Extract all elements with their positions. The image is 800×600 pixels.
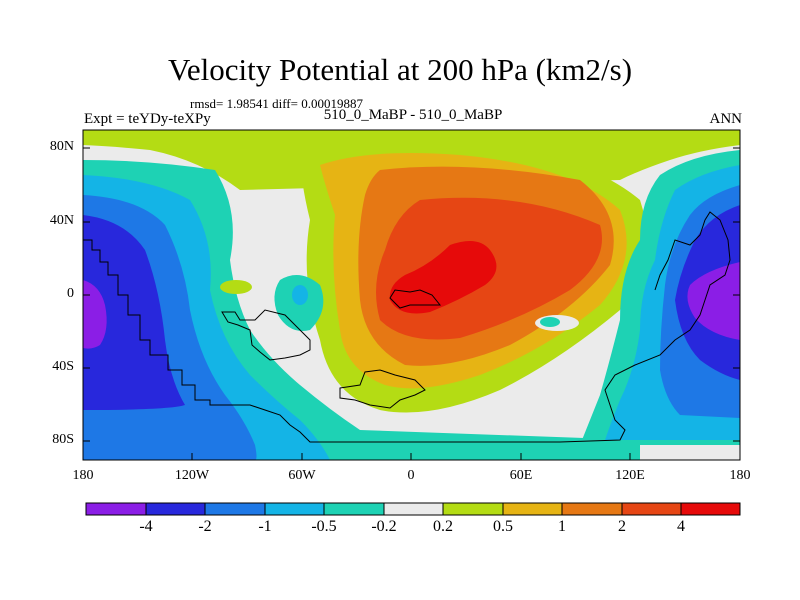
y-tick-label: 0 [67, 286, 74, 301]
colorbar-label: 0.5 [493, 518, 513, 535]
x-tick-label: 180 [72, 468, 94, 483]
coastline-south-east [83, 211, 731, 443]
colorbar-label: 2 [618, 518, 626, 535]
stats-text: rmsd= 1.98541 diff= 0.00019887 [190, 96, 363, 111]
axis-ticks [82, 147, 741, 460]
y-tick-label: 40S [52, 359, 74, 374]
x-tick-label: 120E [615, 468, 645, 483]
colorbar-cell [324, 503, 384, 515]
colorbar-label: -1 [258, 518, 272, 535]
colorbar-cell [265, 503, 324, 515]
right-string: ANN [709, 111, 743, 127]
colorbar-cell [146, 503, 205, 515]
colorbar-label: -4 [139, 518, 153, 535]
contour-cell-yellow [220, 280, 252, 294]
colorbar-label: -0.5 [311, 518, 337, 535]
contour-neg4-west [83, 280, 107, 349]
colorbar-cell [86, 503, 146, 515]
contour-cell-cyan [292, 285, 308, 305]
coastline-central-africa [389, 289, 442, 309]
colorbar-cell [503, 503, 562, 515]
colorbar-label: 4 [677, 518, 685, 535]
coastlines [83, 211, 731, 443]
x-tick-label: 120W [174, 468, 210, 483]
colorbar-label: 1 [558, 518, 566, 535]
center-string: 510_0_MaBP - 510_0_MaBP [323, 107, 503, 123]
colorbar-cell [681, 503, 740, 515]
contour-cell-teal-east [540, 317, 560, 327]
colorbar-cell [384, 503, 443, 515]
plot-title: Velocity Potential at 200 hPa (km2/s) [167, 52, 633, 87]
x-tick-label: 0 [407, 468, 415, 483]
colorbar-cell [622, 503, 681, 515]
y-tick-label: 40N [49, 213, 74, 228]
coastline-southern-africa [339, 369, 426, 409]
colorbar-label: -2 [198, 518, 212, 535]
contour-neg4-east [687, 262, 740, 340]
y-tick-label: 80S [52, 432, 74, 447]
left-string: Expt = teYDy-teXPy [84, 111, 211, 127]
x-tick-label: 180 [729, 468, 751, 483]
coastline-south-america [221, 309, 311, 361]
contour-field [83, 130, 740, 460]
colorbar [85, 502, 741, 516]
colorbar-label: 0.2 [433, 518, 453, 535]
colorbar-frame [85, 502, 741, 516]
contour-pos4 [389, 241, 497, 314]
colorbar-cell [562, 503, 622, 515]
x-tick-label: 60E [509, 468, 533, 483]
colorbar-cell [443, 503, 503, 515]
y-tick-label: 80N [49, 139, 74, 154]
x-tick-label: 60W [288, 468, 316, 483]
colorbar-cell [205, 503, 265, 515]
colorbar-label: -0.2 [371, 518, 397, 535]
